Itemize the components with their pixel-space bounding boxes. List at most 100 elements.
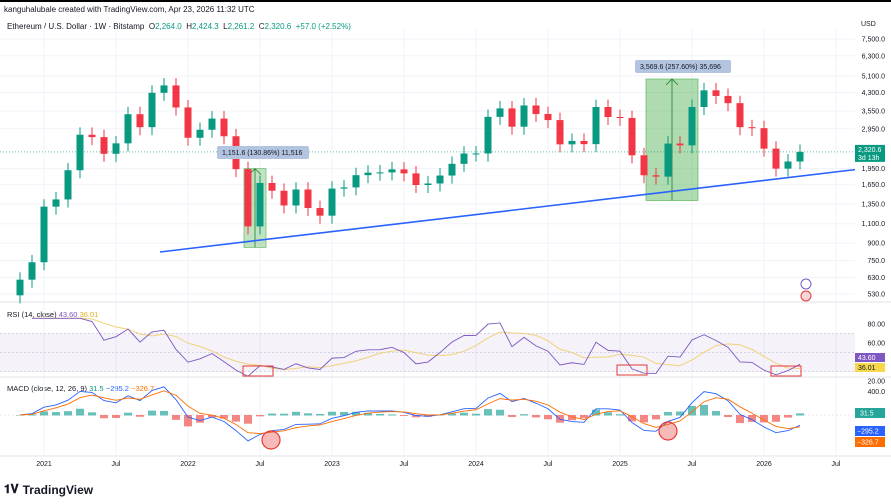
logo-text: TradingView xyxy=(22,482,94,497)
tradingview-logo[interactable]: 𝟏𝐕 TradingView xyxy=(4,482,93,497)
macd-histogram-bar xyxy=(16,415,24,416)
time-tick: Jul xyxy=(832,461,841,468)
candle-body xyxy=(556,120,564,145)
macd-histogram-bar xyxy=(28,414,36,416)
macd-tick: 400.0 xyxy=(867,389,885,396)
macd-histogram-bar xyxy=(544,415,552,420)
rsi-ma-badge xyxy=(855,363,885,372)
macd-histogram-bar xyxy=(364,412,372,416)
macd-histogram-bar xyxy=(148,410,156,416)
macd-histogram-bar xyxy=(412,415,420,418)
time-tick: Jul xyxy=(112,461,121,468)
candle-body xyxy=(640,155,648,176)
candle-body xyxy=(124,114,132,144)
candle-body xyxy=(340,187,348,189)
macd-histogram-bar xyxy=(664,411,672,416)
macd-signal-badge xyxy=(855,437,885,447)
macd-signal-value: −326.7 xyxy=(857,440,879,447)
macd-histogram-bar xyxy=(520,414,528,416)
macd-histogram-bar xyxy=(712,410,720,416)
candle-body xyxy=(28,262,36,280)
macd-hist-value: 31.5 xyxy=(860,411,874,418)
rsi-legend: RSI (14, close) 43.60 36.01 xyxy=(7,310,98,319)
macd-histogram-bar xyxy=(244,415,252,424)
macd-histogram-bar xyxy=(88,412,96,416)
price-tick: 750.0 xyxy=(867,258,885,265)
credit-text: kanguhalubale created with TradingView.c… xyxy=(4,5,255,14)
macd-value: −295.2 xyxy=(857,429,879,436)
candle-body xyxy=(784,161,792,169)
macd-histogram-bar xyxy=(532,415,540,418)
top-border xyxy=(0,0,891,2)
macd-histogram-bar xyxy=(40,411,48,416)
close-value: 2,320.6 xyxy=(264,22,292,31)
macd-histogram-bar xyxy=(172,415,180,420)
rsi-value-badge xyxy=(855,353,885,362)
measure-label-2-bg xyxy=(635,60,731,73)
macd-histogram-bar xyxy=(460,412,468,416)
candle-body xyxy=(88,134,96,138)
macd-hist-badge xyxy=(855,408,885,418)
macd-histogram-bar xyxy=(496,409,504,416)
macd-histogram-bar xyxy=(124,412,132,416)
candle-body xyxy=(700,90,708,107)
macd-histogram-bar xyxy=(796,413,804,416)
candle-body xyxy=(364,172,372,176)
macd-histogram-bar xyxy=(220,415,228,419)
rsi-oversold-highlight xyxy=(616,364,648,376)
rsi-line xyxy=(32,317,801,377)
last-price-badge xyxy=(855,144,885,162)
macd-histogram-bar xyxy=(208,415,216,418)
countdown: 3d 13h xyxy=(858,155,880,162)
candle-body xyxy=(496,108,504,117)
macd-histogram-bar xyxy=(724,415,732,417)
candle-body xyxy=(760,128,768,149)
candle-body xyxy=(628,118,636,156)
macd-legend-hist: 31.5 xyxy=(89,384,104,393)
candle-body xyxy=(604,106,612,117)
macd-histogram-bar xyxy=(736,415,744,424)
candle-body xyxy=(796,151,804,162)
macd-histogram-bar xyxy=(688,405,696,416)
candle-body xyxy=(484,116,492,154)
last-price-value: 2,320.6 xyxy=(858,147,881,154)
tv-logo-icon: 𝟏𝐕 xyxy=(4,482,19,496)
macd-line xyxy=(19,386,801,442)
candle-body xyxy=(448,163,456,176)
time-tick: 2025 xyxy=(612,461,628,468)
candle-body xyxy=(256,182,264,227)
macd-histogram-bar xyxy=(316,413,324,416)
time-tick: 2026 xyxy=(756,461,772,468)
candle-body xyxy=(172,85,180,108)
macd-histogram-bar xyxy=(484,409,492,416)
macd-histogram-bar xyxy=(508,415,516,417)
change-value: +57.0 (+2.52%) xyxy=(295,22,351,31)
macd-histogram-bar xyxy=(592,409,600,416)
macd-legend-macd: −295.2 xyxy=(105,384,129,393)
currency-label: USD xyxy=(861,21,876,28)
candle-body xyxy=(196,129,204,138)
rsi-tick: 20.00 xyxy=(867,379,885,386)
macd-histogram-bar xyxy=(76,408,84,416)
price-tick: 1,350.0 xyxy=(862,202,885,209)
candle-body xyxy=(268,182,276,191)
candle-body xyxy=(100,137,108,154)
open-label: O xyxy=(148,22,156,31)
open-value: 2,264.0 xyxy=(155,22,182,31)
measure-label-2: 3,569.6 (257.60%) 35,696 xyxy=(640,64,721,71)
rsi-tick: 60.00 xyxy=(867,341,885,348)
rsi-oversold-highlight xyxy=(242,365,274,377)
rsi-oversold-highlight xyxy=(770,365,802,377)
price-tick: 530.0 xyxy=(867,292,885,299)
candle-body xyxy=(508,108,516,127)
candle-body xyxy=(136,114,144,128)
price-tick: 6,300.0 xyxy=(862,53,885,60)
rsi-value: 43.60 xyxy=(858,355,876,362)
candle-body xyxy=(664,143,672,177)
candle-body xyxy=(400,169,408,174)
macd-histogram-bar xyxy=(184,415,192,427)
symbol-name: Ethereum / U.S. Dollar · 1W · Bitstamp xyxy=(7,22,145,31)
rsi-legend-ma: 36.01 xyxy=(79,310,99,319)
macd-histogram-bar xyxy=(352,411,360,416)
